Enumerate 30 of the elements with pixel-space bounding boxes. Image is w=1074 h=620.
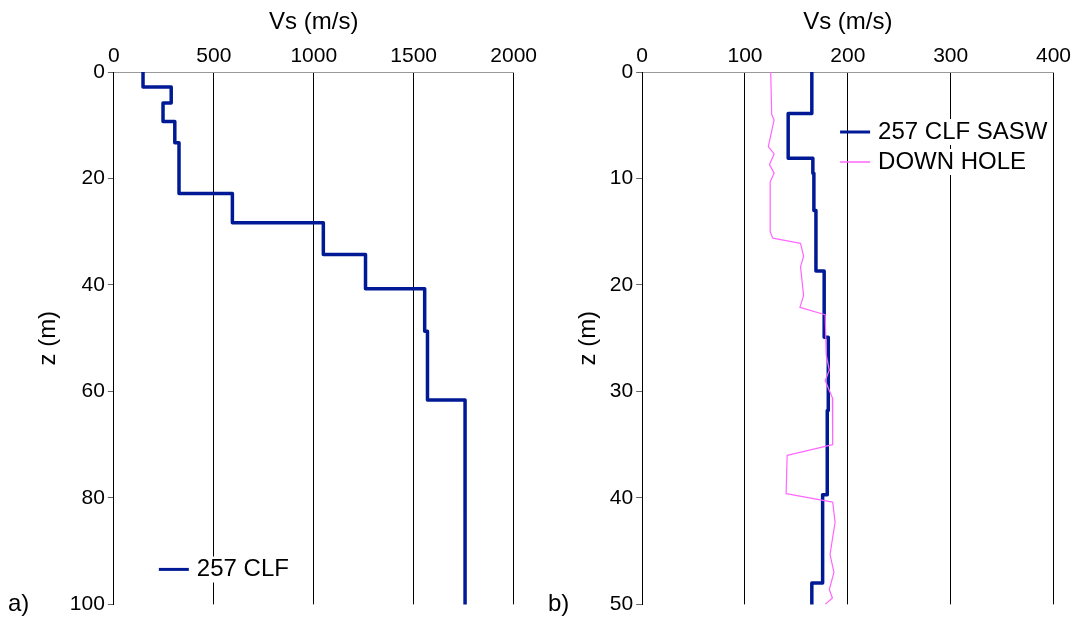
x-tick-label: 500: [196, 43, 232, 67]
y-tick-label: 60: [81, 378, 105, 402]
text: b): [548, 588, 570, 616]
y-tick-label: 30: [609, 378, 634, 402]
y-tick-label: 20: [81, 165, 105, 189]
y-tick-label: 40: [609, 484, 634, 508]
x-tick-label: 1000: [290, 43, 338, 67]
legend-label: 257 CLF: [196, 554, 289, 582]
legend-label: DOWN HOLE: [878, 146, 1027, 174]
y-tick-label: 10: [609, 165, 634, 189]
x-tick-label: 400: [1035, 43, 1071, 67]
y-axis-title: z (m): [33, 310, 61, 366]
x-axis-title: Vs (m/s): [803, 7, 893, 35]
y-tick-label: 50: [609, 591, 634, 615]
x-tick-label: 200: [830, 43, 866, 67]
y-tick-label: 100: [69, 591, 105, 615]
y-tick-label: 0: [93, 58, 105, 82]
x-tick-label: 300: [933, 43, 969, 67]
text: a): [8, 588, 30, 616]
y-tick-label: 20: [609, 271, 634, 295]
y-tick-label: 80: [81, 484, 105, 508]
x-tick-label: 100: [727, 43, 763, 67]
x-tick-label: 1500: [390, 43, 438, 67]
y-axis-title: z (m): [573, 310, 601, 366]
legend-label: 257 CLF SASW: [878, 116, 1048, 144]
y-tick-label: 0: [621, 58, 634, 82]
x-tick-label: 2000: [490, 43, 537, 67]
x-tick-label: 0: [107, 43, 120, 67]
x-axis-title: Vs (m/s): [269, 7, 359, 35]
y-tick-label: 40: [81, 271, 105, 295]
